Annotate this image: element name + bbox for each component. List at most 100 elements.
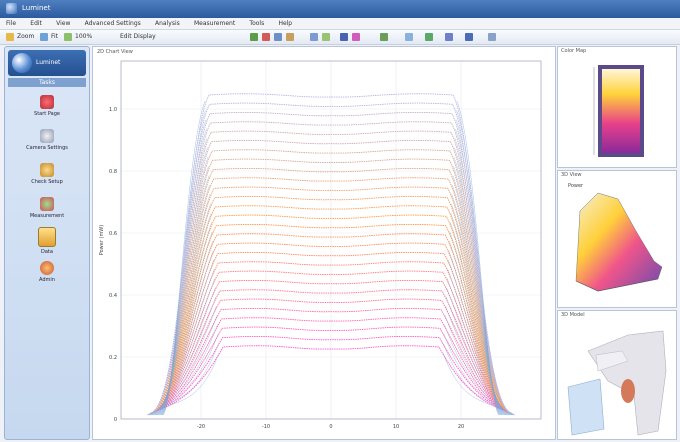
cursor-icon[interactable] xyxy=(286,33,294,41)
chart-panel: 2D Chart View 1.0 0.8 0.6 0.4 0.2 0 -20 -10 0 10 2… xyxy=(92,46,556,440)
3d-surface-image[interactable]: Power xyxy=(558,171,676,307)
toolbar-fit-label[interactable]: Fit xyxy=(51,33,59,40)
plot-area-frame xyxy=(120,60,542,420)
sidebar-item-check-setup[interactable]: Check Setup xyxy=(8,163,86,191)
sidebar-item-start-page[interactable]: Start Page xyxy=(8,95,86,123)
y-tick-label: 0.4 xyxy=(109,293,117,299)
menu-tools[interactable]: Tools xyxy=(249,20,265,27)
menu-view[interactable]: View xyxy=(56,20,71,27)
sidebar-item-label: Check Setup xyxy=(31,179,63,185)
y-axis-label: Power (mW) xyxy=(99,225,105,255)
stop-icon[interactable] xyxy=(262,33,270,41)
y-tick-label: 1.0 xyxy=(109,107,117,113)
palette-icon[interactable] xyxy=(352,33,360,41)
export-icon[interactable] xyxy=(380,33,388,41)
refresh-icon[interactable] xyxy=(425,33,433,41)
3d-model-title: 3D Model xyxy=(561,312,585,318)
logo-text: Luminet xyxy=(36,59,61,66)
profile-edge-line xyxy=(454,138,502,416)
window-titlebar: Luminet xyxy=(0,0,680,18)
y-tick-label: 0.8 xyxy=(109,169,117,175)
profile-series-line xyxy=(150,336,512,414)
fit-icon[interactable] xyxy=(40,33,48,41)
camera-settings-icon xyxy=(40,129,54,143)
zoom-icon[interactable] xyxy=(64,33,72,41)
profile-edge-line xyxy=(452,184,505,416)
profile-series-line xyxy=(150,233,512,414)
grid-icon[interactable] xyxy=(274,33,282,41)
menu-advanced-settings[interactable]: Advanced Settings xyxy=(84,20,141,27)
sidebar-item-label: Start Page xyxy=(34,111,60,117)
home-icon[interactable] xyxy=(6,33,14,41)
start-page-icon xyxy=(40,95,54,109)
profile-series-line xyxy=(150,121,512,414)
profile-series-line xyxy=(150,93,512,414)
x-tick-label: 20 xyxy=(458,424,464,430)
app-logo: Luminet xyxy=(8,50,86,76)
profile-edge-line xyxy=(448,240,508,416)
profile-series-line xyxy=(150,242,512,414)
3d-model-panel: 3D Model xyxy=(557,310,677,440)
color-map-image[interactable] xyxy=(558,47,676,167)
toolbar-zoom-label[interactable]: Zoom xyxy=(17,33,35,40)
sidebar-item-label: Admin xyxy=(39,277,55,283)
profile-series-line xyxy=(150,308,512,414)
profile-series-line xyxy=(150,317,512,414)
sidebar-item-label: Data xyxy=(41,249,53,255)
menu-edit[interactable]: Edit xyxy=(30,20,42,27)
profile-edge-line xyxy=(163,100,206,416)
profile-series-line xyxy=(150,345,512,414)
toolbar-zoom-level[interactable]: 100% xyxy=(75,33,93,40)
camera-icon[interactable] xyxy=(405,33,413,41)
settings-icon[interactable] xyxy=(445,33,453,41)
profile-edge-line xyxy=(453,166,504,416)
chart-panel-title: 2D Chart View xyxy=(97,49,133,55)
3d-model-image[interactable] xyxy=(558,311,676,439)
sidebar-item-label: Camera Settings xyxy=(26,145,68,151)
sidebar-item-measurement[interactable]: Measurement xyxy=(8,197,86,225)
measurement-icon xyxy=(40,197,54,211)
chart-icon[interactable] xyxy=(310,33,318,41)
window-icon[interactable] xyxy=(465,33,473,41)
admin-icon xyxy=(40,261,54,275)
side-panels: Color Map 3D View xyxy=(557,46,677,440)
sidebar-item-data[interactable]: Data xyxy=(8,227,86,255)
profile-series-line xyxy=(150,177,512,414)
line-icon[interactable] xyxy=(322,33,330,41)
profile-series-line xyxy=(150,280,512,414)
logo-orb-icon xyxy=(12,53,32,73)
profile-series-line xyxy=(150,149,512,414)
profile-series-line xyxy=(150,214,512,414)
menu-help[interactable]: Help xyxy=(278,20,293,27)
profile-edge-line xyxy=(158,166,209,416)
profile-series-line xyxy=(150,111,512,414)
profile-series-line xyxy=(150,205,512,414)
profile-series-line xyxy=(150,326,512,414)
toolbar-edit-display[interactable]: Edit Display xyxy=(120,33,156,40)
menu-analysis[interactable]: Analysis xyxy=(155,20,180,27)
menu-file[interactable]: File xyxy=(6,20,17,27)
sidebar-item-admin[interactable]: Admin xyxy=(8,261,86,289)
3d-view-panel: 3D View Power xyxy=(557,170,677,308)
window-title: Luminet xyxy=(22,4,51,12)
y-tick-label: 0.6 xyxy=(109,231,117,237)
x-tick-label: -20 xyxy=(197,424,205,430)
profile-edge-line xyxy=(154,240,214,416)
color-map-title: Color Map xyxy=(561,48,587,54)
power-profile-chart[interactable]: 1.0 0.8 0.6 0.4 0.2 0 -20 -10 0 10 20 Power (mW) xyxy=(93,47,555,439)
sidebar-item-camera-settings[interactable]: Camera Settings xyxy=(8,129,86,157)
profile-series-line xyxy=(150,298,512,414)
play-icon[interactable] xyxy=(250,33,258,41)
y-tick-label: 0 xyxy=(114,417,117,423)
profile-edge-line xyxy=(160,147,208,416)
x-tick-label: -10 xyxy=(262,424,270,430)
task-sidebar: Luminet Tasks Start Page Camera Settings… xyxy=(4,46,90,440)
profile-series-line xyxy=(150,168,512,414)
profile-series-line xyxy=(150,102,512,414)
y-tick-label: 0.2 xyxy=(109,355,117,361)
profile-series-line xyxy=(150,196,512,414)
menu-measurement[interactable]: Measurement xyxy=(193,20,236,27)
help-icon[interactable] xyxy=(488,33,496,41)
layers-icon[interactable] xyxy=(340,33,348,41)
sidebar-item-label: Measurement xyxy=(29,213,65,219)
